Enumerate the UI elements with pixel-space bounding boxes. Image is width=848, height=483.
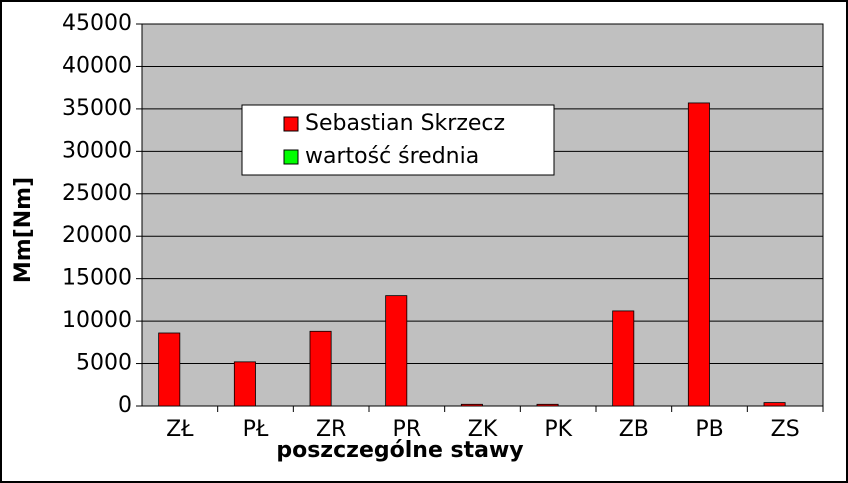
x-tick-label: ZK [468, 417, 498, 442]
y-tick-label: 10000 [62, 308, 132, 333]
plot-area [141, 23, 824, 407]
bar [536, 403, 559, 407]
y-axis-title: Mm[Nm] [11, 177, 36, 283]
legend-swatch [283, 116, 299, 132]
bar [763, 402, 786, 407]
y-tick-label: 45000 [62, 11, 132, 36]
y-tick-label: 25000 [62, 181, 132, 206]
y-tick-label: 40000 [62, 53, 132, 78]
bar [385, 295, 408, 407]
x-tick-label: PŁ [243, 417, 269, 442]
x-tick-label: ZŁ [166, 417, 194, 442]
x-tick-label: PK [544, 417, 572, 442]
bar [233, 361, 256, 407]
bar [460, 403, 483, 407]
y-tick-label: 0 [118, 393, 132, 418]
legend-label: Sebastian Skrzecz [305, 111, 505, 136]
bar [309, 330, 332, 407]
legend-label: wartość średnia [305, 144, 479, 169]
y-tick-label: 20000 [62, 223, 132, 248]
x-axis-title: poszczególne stawy [276, 438, 523, 463]
bar [612, 310, 635, 407]
y-tick-label: 35000 [62, 96, 132, 121]
y-tick-label: 30000 [62, 138, 132, 163]
y-tick-label: 15000 [62, 266, 132, 291]
x-tick-label: PR [393, 417, 422, 442]
legend-swatch [283, 149, 299, 165]
bar [158, 332, 181, 407]
bar [687, 102, 710, 407]
x-tick-label: ZR [316, 417, 346, 442]
x-tick-label: ZS [771, 417, 800, 442]
x-tick-label: ZB [619, 417, 649, 442]
y-tick-label: 5000 [76, 351, 132, 376]
x-tick-label: PB [695, 417, 723, 442]
